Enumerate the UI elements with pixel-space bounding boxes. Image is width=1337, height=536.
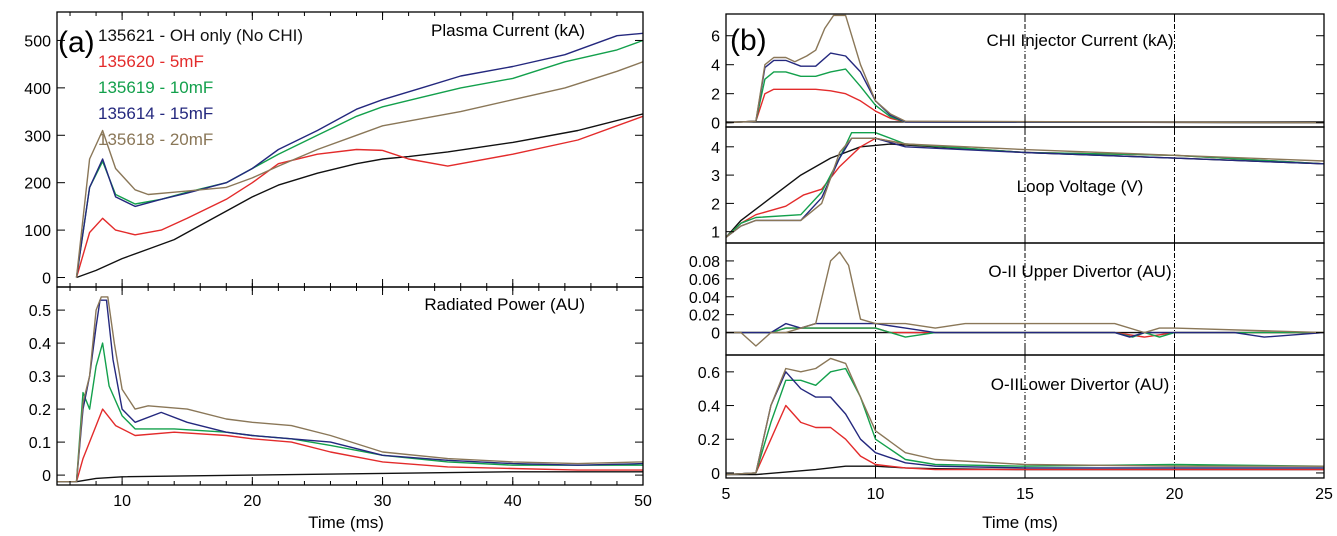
y-tick-label: 4: [711, 140, 720, 157]
y-tick-label: 0: [711, 116, 720, 133]
series-line-135614: [75, 32, 643, 278]
series-line-135619: [57, 342, 643, 483]
panel-5: 0 0.2 0.4 0.6 5 10 15 20 25 O-IILower Divertor (A…: [698, 354, 1333, 503]
series-line-135618: [75, 61, 643, 278]
legend-entry-135621: 135621 - OH only (No CHI): [98, 26, 303, 45]
y-tick-label: 0.08: [689, 254, 720, 271]
y-tick-label: 4: [711, 58, 720, 75]
y-tick-label: 300: [24, 128, 51, 145]
x-tick-label: 10: [867, 486, 885, 503]
x-tick-label: 5: [722, 486, 731, 503]
x-tick-label: 30: [374, 493, 392, 510]
y-tick-label: 0.2: [29, 402, 51, 419]
y-tick-label: 0.1: [29, 435, 51, 452]
series-line-135618: [726, 251, 1324, 347]
panel-title: O-IILower Divertor (AU): [991, 375, 1170, 394]
x-axis-label-right: Time (ms): [982, 513, 1058, 532]
x-tick-label: 25: [1315, 486, 1333, 503]
panel-label-b: (b): [730, 24, 767, 57]
panel-title: Radiated Power (AU): [424, 295, 585, 314]
plot-frame: [725, 242, 1325, 356]
x-tick-label: 10: [113, 493, 131, 510]
y-tick-label: 0.4: [29, 336, 51, 353]
y-tick-label: 2: [711, 196, 720, 213]
y-tick-label: 100: [24, 223, 51, 240]
series-line-135620: [726, 404, 1324, 476]
y-tick-label: 200: [24, 176, 51, 193]
panel-label-a: (a): [58, 26, 95, 59]
x-tick-label: 50: [634, 493, 652, 510]
x-tick-label: 40: [504, 493, 522, 510]
x-tick-label: 15: [1016, 486, 1034, 503]
y-tick-label: 500: [24, 33, 51, 50]
legend-entry-135614: 135614 - 15mF: [98, 104, 213, 123]
series-line-135618: [726, 14, 1324, 124]
series-line-135618: [726, 357, 1324, 476]
y-tick-label: 0.06: [689, 272, 720, 289]
y-tick-label: 0.2: [698, 432, 720, 449]
series-line-135614: [726, 52, 1324, 124]
y-tick-label: 0.04: [689, 290, 720, 307]
y-tick-label: 0.3: [29, 369, 51, 386]
series-line-135614: [57, 299, 643, 483]
series-line-135621: [57, 471, 643, 483]
series-line-135619: [726, 367, 1324, 476]
y-tick-label: 2: [711, 87, 720, 104]
y-tick-label: 0: [42, 271, 51, 288]
y-tick-label: 0: [42, 468, 51, 485]
panel-0: 0 100 200 300 400 500 Plasma Current (kA): [24, 11, 644, 288]
legend-entry-135618: 135618 - 20mF: [98, 130, 213, 149]
series-line-135620: [75, 115, 643, 278]
y-tick-label: 400: [24, 81, 51, 98]
y-tick-label: 6: [711, 29, 720, 46]
series-line-135620: [726, 88, 1324, 124]
panel-title: CHI Injector Current (kA): [986, 31, 1173, 50]
y-tick-label: 1: [711, 225, 720, 242]
series-line-135620: [57, 408, 643, 483]
series-line-135619: [75, 39, 643, 278]
series-line-135621: [76, 113, 643, 279]
legend-entry-135619: 135619 - 10mF: [98, 78, 213, 97]
panel-title: O-II Upper Divertor (AU): [988, 262, 1171, 281]
series-line-135618: [726, 137, 1324, 238]
plot-frame: [56, 286, 644, 486]
series-line-135618: [57, 296, 643, 483]
legend-entry-135620: 135620 - 5mF: [98, 52, 204, 71]
y-tick-label: 0.4: [698, 399, 720, 416]
panel-2: 0 2 4 6 CHI Injector Current (kA): [711, 13, 1325, 133]
panel-4: 00.020.040.060.08 O-II Upper Divertor (AU…: [689, 242, 1325, 356]
series-line-135614: [726, 322, 1324, 338]
x-tick-label: 20: [243, 493, 261, 510]
y-tick-label: 0.5: [29, 303, 51, 320]
panel-title: Plasma Current (kA): [431, 21, 585, 40]
legend: 135621 - OH only (No CHI) 135620 - 5mF 1…: [98, 26, 303, 149]
x-axis-label-left: Time (ms): [308, 513, 384, 532]
panel-3: 1 2 3 4 Loop Voltage (V): [711, 126, 1325, 244]
y-tick-label: 0: [711, 466, 720, 483]
series-line-135619: [726, 68, 1324, 124]
y-tick-label: 0: [711, 326, 720, 343]
y-tick-label: 0.6: [698, 365, 720, 382]
x-tick-label: 20: [1166, 486, 1184, 503]
panel-1: 0 0.1 0.2 0.3 0.4 0.5 10 20 30 40 50 Radiated Power…: [29, 286, 652, 510]
y-tick-label: 0.02: [689, 308, 720, 325]
y-tick-label: 3: [711, 168, 720, 185]
panel-title: Loop Voltage (V): [1017, 177, 1144, 196]
